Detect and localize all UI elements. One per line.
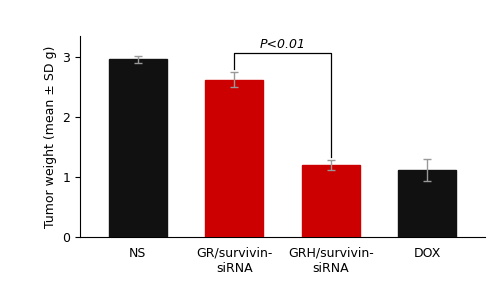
Y-axis label: Tumor weight (mean ± SD g): Tumor weight (mean ± SD g) (44, 46, 57, 228)
Bar (302, 165, 360, 237)
Text: P<0.01: P<0.01 (260, 38, 306, 51)
Bar (206, 80, 263, 237)
Bar (109, 59, 167, 237)
Bar (398, 170, 456, 237)
